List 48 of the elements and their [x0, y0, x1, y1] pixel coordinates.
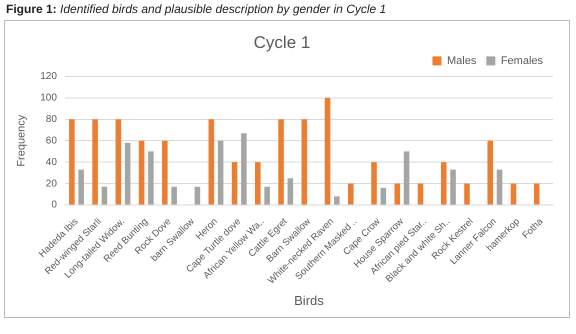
bar [78, 170, 84, 204]
chart-title: Cycle 1 [254, 32, 310, 52]
bar [440, 162, 447, 204]
bar [371, 162, 377, 204]
y-tick-label: 20 [46, 178, 58, 190]
bar [464, 184, 470, 204]
bar [496, 170, 502, 204]
bar [418, 184, 424, 204]
bar [450, 170, 456, 204]
y-axis-title: Frequency [16, 114, 28, 167]
bar [69, 119, 75, 204]
y-tick-label: 100 [40, 92, 58, 104]
bar [348, 184, 354, 204]
y-tick-label: 0 [51, 200, 58, 211]
bar [534, 184, 540, 204]
caption: Figure 1: Identified birds and plausible description by gender in Cycle 1 [6, 2, 386, 16]
y-tick-label: 80 [46, 114, 58, 126]
legend-label: Females [500, 54, 544, 67]
bar [380, 188, 386, 204]
bar [255, 162, 261, 204]
bar [171, 186, 177, 204]
bar [124, 142, 130, 204]
bar [194, 186, 200, 204]
bar [208, 119, 214, 204]
bar [218, 140, 224, 204]
bar [102, 186, 108, 204]
bar [148, 151, 154, 204]
y-tick-label: 120 [40, 71, 58, 82]
bar [278, 119, 284, 204]
bar [138, 140, 144, 204]
bar [116, 119, 122, 204]
bar [162, 140, 168, 204]
bar [241, 133, 247, 204]
bar [404, 151, 410, 204]
bar [302, 119, 308, 204]
legend-label: Males [446, 54, 477, 67]
bar [394, 184, 400, 204]
y-tick-label: 40 [46, 156, 58, 168]
bar [324, 98, 330, 204]
bar [510, 184, 516, 204]
y-tick-label: 60 [46, 135, 58, 146]
bar [334, 196, 340, 204]
bar [264, 186, 270, 204]
bar [232, 162, 238, 204]
bar [487, 140, 494, 204]
bar [288, 178, 294, 204]
x-axis-title: Birds [294, 292, 324, 308]
bar [92, 119, 98, 204]
